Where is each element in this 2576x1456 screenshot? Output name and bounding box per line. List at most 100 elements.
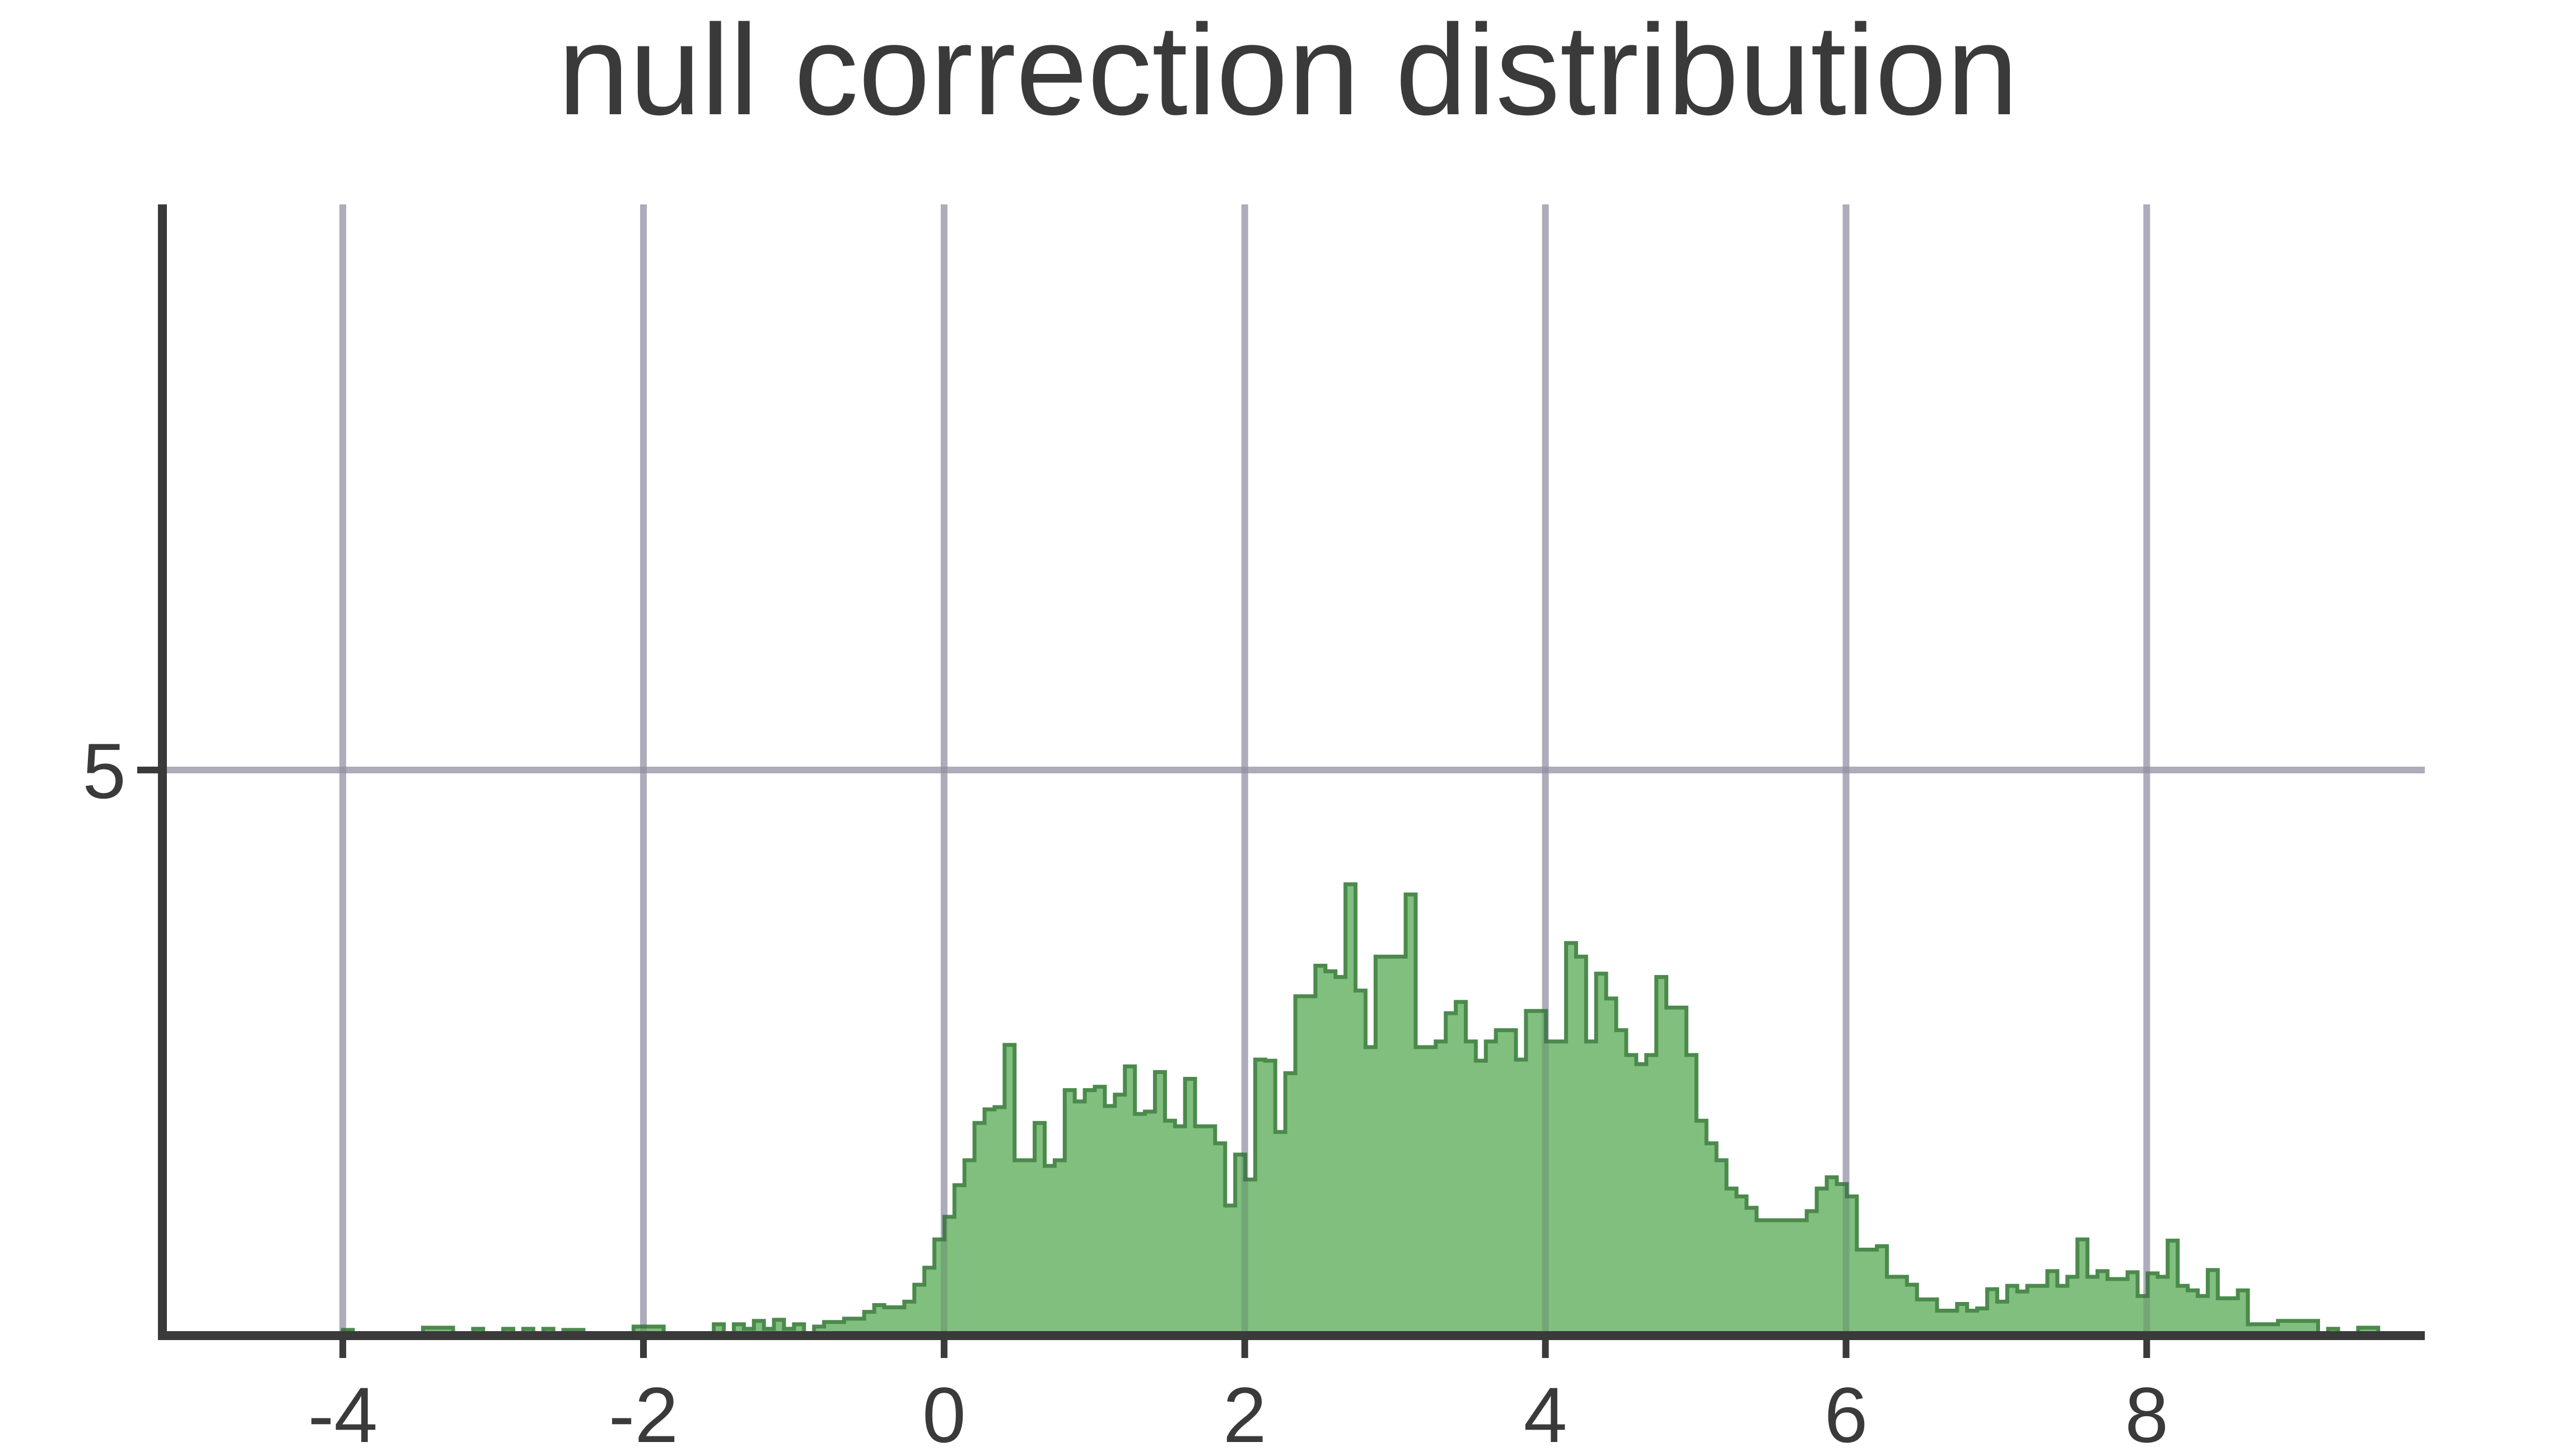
- histogram-bar: [1175, 1126, 1186, 1336]
- histogram-bar: [1877, 1246, 1888, 1336]
- histogram-bar: [1866, 1249, 1878, 1336]
- histogram-bar: [1807, 1211, 1817, 1336]
- histogram-bar: [1686, 1055, 1697, 1336]
- histogram-bar: [1425, 1047, 1436, 1336]
- histogram-bar: [1135, 1114, 1146, 1336]
- histogram-bar: [1385, 956, 1396, 1336]
- histogram-bar: [1124, 1066, 1136, 1336]
- histogram-bar: [1355, 990, 1366, 1336]
- x-tick-label: 6: [1824, 1371, 1868, 1456]
- histogram-bar: [1486, 1041, 1496, 1336]
- x-tick-label: 8: [2125, 1371, 2168, 1456]
- histogram-bar: [1235, 1154, 1246, 1336]
- histogram-bars: [343, 884, 2379, 1336]
- histogram-bar: [1987, 1289, 1998, 1336]
- histogram-bar: [1245, 1179, 1256, 1336]
- histogram-bar: [1476, 1061, 1486, 1336]
- histogram-bar: [904, 1301, 915, 1336]
- histogram-bar: [964, 1160, 975, 1336]
- histogram-bar: [1445, 1013, 1457, 1336]
- histogram-bar: [1927, 1299, 1938, 1336]
- histogram-bar: [2228, 1298, 2238, 1336]
- histogram-bar: [1957, 1304, 1968, 1336]
- histogram-bar: [2208, 1270, 2218, 1336]
- histogram-bar: [1907, 1285, 1917, 1336]
- histogram-bar: [974, 1123, 985, 1336]
- histogram-bar: [1726, 1188, 1737, 1336]
- histogram-bar: [884, 1307, 895, 1336]
- histogram-bar: [1295, 996, 1306, 1336]
- histogram-bar: [2037, 1286, 2048, 1336]
- histogram-bar: [2047, 1271, 2058, 1336]
- histogram-bar: [2127, 1272, 2138, 1336]
- histogram-bar: [1195, 1126, 1206, 1336]
- histogram-bar: [1967, 1310, 1978, 1336]
- histogram-bar: [1415, 1047, 1426, 1336]
- histogram-bar: [1155, 1072, 1165, 1336]
- histogram-bar: [1265, 1061, 1276, 1336]
- histogram-bar: [1455, 1002, 1467, 1336]
- histogram-bar: [984, 1109, 995, 1336]
- histogram-bar: [924, 1267, 935, 1336]
- histogram-bar: [1856, 1249, 1868, 1336]
- histogram-bar: [1586, 1041, 1597, 1336]
- histogram-bar: [1165, 1121, 1175, 1336]
- histogram-bar: [1576, 956, 1586, 1336]
- x-tick-label: -4: [308, 1371, 377, 1456]
- histogram-bar: [1766, 1220, 1777, 1336]
- histogram-bar: [954, 1185, 965, 1336]
- histogram-bar: [2107, 1279, 2118, 1336]
- histogram-bar: [1696, 1121, 1707, 1336]
- histogram-bar: [1846, 1196, 1858, 1336]
- histogram-bar: [1746, 1207, 1757, 1336]
- histogram-bar: [2087, 1276, 2098, 1336]
- histogram-bar: [1406, 894, 1416, 1336]
- histogram-bar: [1255, 1060, 1266, 1336]
- histogram-bar: [1506, 1030, 1516, 1336]
- axes: [137, 204, 2425, 1358]
- histogram-bar: [1315, 965, 1326, 1336]
- y-tick-label: 5: [82, 727, 126, 815]
- tick-labels: -4 -2 0 2 4 6 8 5: [82, 727, 2168, 1456]
- histogram-bar: [1466, 1041, 1477, 1336]
- histogram-bar: [1676, 1007, 1687, 1336]
- histogram-bar: [1796, 1220, 1807, 1336]
- histogram-bar: [2027, 1286, 2038, 1336]
- histogram-bar: [1817, 1188, 1827, 1336]
- grid-lines-overlay: [162, 204, 2425, 1336]
- histogram-bar: [864, 1312, 875, 1336]
- histogram-bar: [934, 1239, 945, 1336]
- histogram-bar: [1897, 1276, 1907, 1336]
- histogram-bar: [1556, 1041, 1567, 1336]
- histogram-bar: [2017, 1291, 2028, 1336]
- x-tick-label: 2: [1223, 1371, 1267, 1456]
- histogram-bar: [1516, 1060, 1527, 1336]
- histogram-bar: [1185, 1079, 1196, 1336]
- histogram-bar: [1065, 1090, 1075, 1336]
- histogram-bar: [1085, 1090, 1095, 1336]
- histogram-bar: [2177, 1286, 2188, 1336]
- x-tick-label: -2: [609, 1371, 678, 1456]
- histogram-bar: [1325, 971, 1336, 1336]
- histogram-bar: [1997, 1301, 2008, 1336]
- histogram-bar: [1044, 1166, 1055, 1336]
- histogram-bar: [2167, 1240, 2178, 1336]
- histogram-bar: [2097, 1271, 2108, 1336]
- histogram-bar: [1566, 943, 1577, 1336]
- histogram-bar: [1827, 1177, 1837, 1336]
- histogram-bar: [1706, 1143, 1717, 1336]
- histogram-bar: [1285, 1073, 1296, 1336]
- histogram-bar: [2148, 1273, 2158, 1336]
- histogram-bar: [2117, 1279, 2128, 1336]
- histogram-bar: [2138, 1296, 2148, 1336]
- histogram-bar: [1596, 973, 1607, 1336]
- histogram-bar: [2067, 1276, 2078, 1336]
- histogram-bar: [994, 1107, 1005, 1336]
- histogram-bar: [1114, 1094, 1126, 1336]
- histogram-bar: [2187, 1290, 2199, 1336]
- histogram-bar: [1054, 1160, 1065, 1336]
- histogram-bar: [1145, 1112, 1156, 1336]
- histogram-bar: [1947, 1310, 1958, 1336]
- histogram-bar: [1836, 1184, 1847, 1336]
- histogram-bar: [1014, 1160, 1025, 1336]
